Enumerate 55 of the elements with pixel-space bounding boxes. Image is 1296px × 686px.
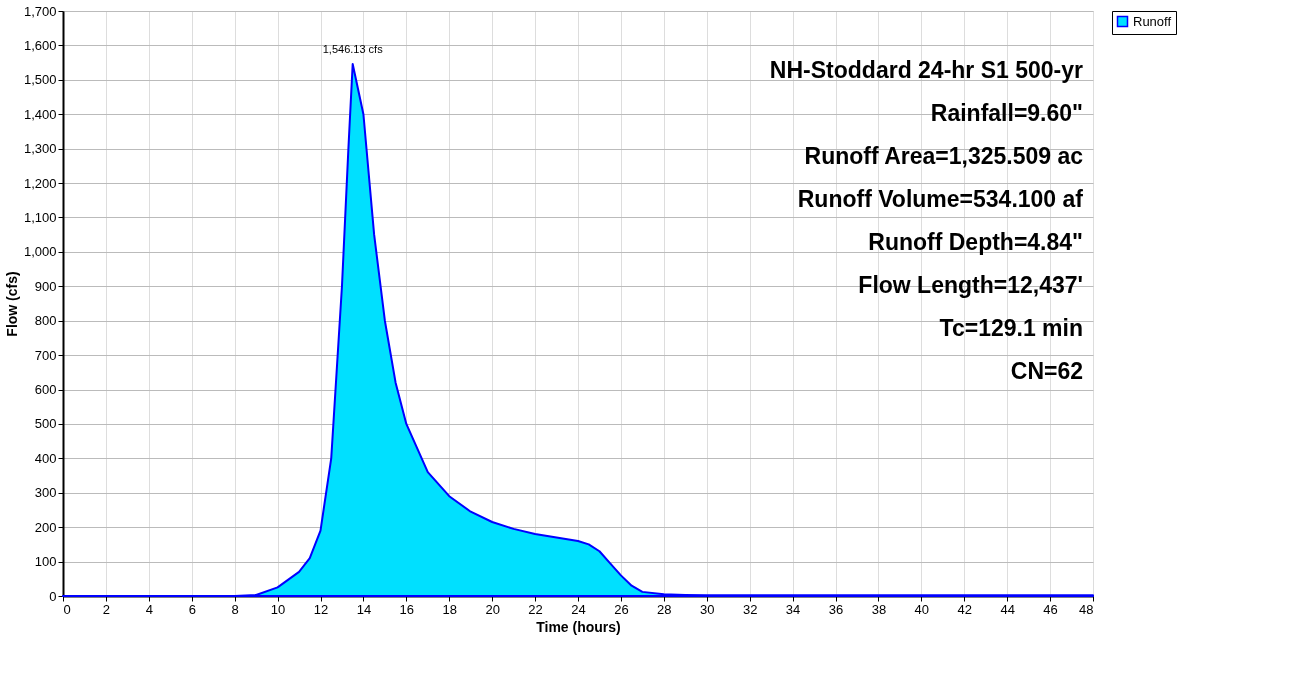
y-tick-label: 1,600: [23, 37, 57, 53]
annotation: Flow Length=12,437': [858, 272, 1083, 298]
y-tick-label: 1,700: [23, 3, 57, 19]
x-tick-label: 6: [188, 601, 196, 617]
x-tick-label: 30: [700, 601, 715, 617]
x-tick-label: 40: [914, 601, 930, 617]
y-tick-label: 1,200: [23, 175, 57, 191]
x-tick-label: 38: [871, 601, 887, 617]
y-tick-label: 1,300: [23, 141, 57, 157]
x-tick-label: 34: [785, 601, 801, 617]
annotation: NH-Stoddard 24-hr S1 500-yr: [769, 57, 1084, 83]
y-tick-label: 1,500: [23, 72, 57, 88]
y-tick-label: 900: [34, 278, 57, 294]
x-tick-label: 16: [399, 601, 415, 617]
annotation: Runoff Volume=534.100 af: [797, 186, 1084, 212]
annotation: Runoff Depth=4.84": [868, 229, 1083, 255]
x-axis-title: Time (hours): [536, 618, 621, 635]
x-tick-label: 0: [63, 601, 71, 617]
x-tick-label: 28: [657, 601, 672, 617]
x-tick-label: 46: [1043, 601, 1058, 617]
y-tick-label: 1,000: [23, 244, 57, 260]
annotation: Runoff Area=1,325.509 ac: [804, 143, 1084, 169]
annotation: Tc=129.1 min: [939, 315, 1083, 341]
x-tick-label: 12: [313, 601, 329, 617]
y-tick-label: 600: [34, 382, 57, 398]
x-tick-label: 44: [1000, 601, 1015, 617]
y-tick-label: 100: [34, 554, 57, 570]
x-tick-label: 20: [485, 601, 500, 617]
x-tick-label: 36: [828, 601, 844, 617]
x-tick-label: 48: [1079, 601, 1094, 617]
legend-label: Runoff: [1133, 13, 1172, 29]
y-tick-label: 1,400: [23, 106, 57, 122]
annotation: 1,546.13 cfs: [322, 42, 384, 55]
x-tick-label: 10: [270, 601, 286, 617]
y-tick-label: 1,100: [23, 209, 57, 225]
y-tick-label: 300: [34, 485, 57, 501]
x-tick-label: 14: [356, 601, 372, 617]
x-tick-label: 32: [742, 601, 758, 617]
annotation: Rainfall=9.60": [930, 100, 1083, 126]
y-tick-label: 200: [34, 519, 57, 535]
x-tick-label: 4: [145, 601, 153, 617]
y-tick-label: 700: [34, 347, 57, 363]
y-tick-label: 800: [34, 313, 57, 329]
x-tick-label: 24: [571, 601, 586, 617]
x-tick-label: 2: [102, 601, 111, 617]
y-axis-title: Flow (cfs): [3, 271, 20, 337]
x-tick-label: 42: [957, 601, 972, 617]
x-tick-label: 8: [231, 601, 239, 617]
x-tick-label: 22: [528, 601, 543, 617]
annotation: CN=62: [1010, 358, 1083, 384]
x-tick-label: 26: [614, 601, 629, 617]
y-tick-label: 400: [34, 450, 57, 466]
y-tick-label: 0: [49, 588, 57, 604]
x-tick-label: 18: [442, 601, 457, 617]
y-tick-label: 500: [34, 416, 57, 432]
